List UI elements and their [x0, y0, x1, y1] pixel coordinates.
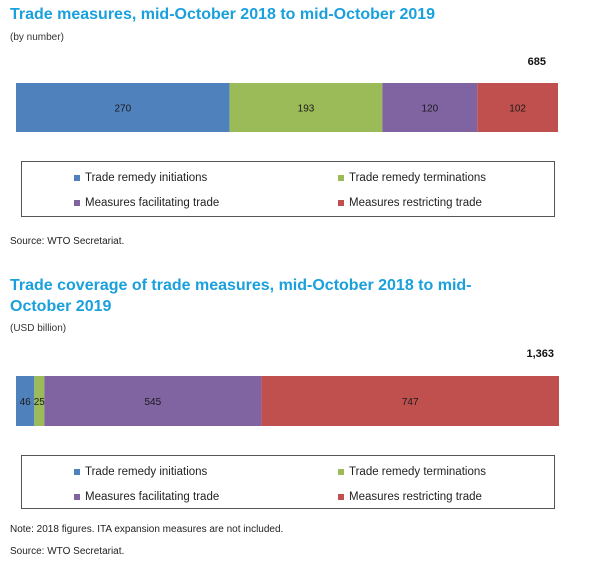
chart2-legend: Trade remedy initiations Trade remedy ter… [21, 455, 555, 509]
chart1-legend-label-1: Trade remedy initiations [85, 172, 208, 184]
chart1-legend-item-1: Trade remedy initiations [74, 172, 207, 184]
chart2-bar: 46 25 545 747 [16, 376, 559, 426]
chart2-total: 1,363 [526, 348, 554, 360]
chart1-legend-label-4: Measures restricting trade [349, 197, 482, 209]
chart1-legend-label-2: Trade remedy terminations [349, 172, 486, 184]
chart2-legend-swatch-3 [74, 494, 80, 500]
chart2-data-label-2: 25 [34, 397, 46, 408]
chart2-legend-label-2: Trade remedy terminations [349, 466, 486, 478]
chart2-title: Trade coverage of trade measures, mid-Oc… [10, 275, 472, 317]
chart2-data-label-3: 545 [145, 397, 162, 408]
chart1-segment-1 [16, 83, 230, 132]
chart2-legend-swatch-1 [74, 469, 80, 475]
chart2-legend-swatch-4 [338, 494, 344, 500]
chart1-segment-3 [382, 83, 478, 132]
chart2-note: Note: 2018 figures. ITA expansion measur… [10, 524, 284, 535]
chart1-legend-swatch-4 [338, 200, 344, 206]
chart1-legend-swatch-2 [338, 175, 344, 181]
chart1-subtitle: (by number) [10, 32, 64, 43]
chart1-source: Source: WTO Secretariat. [10, 236, 125, 247]
chart1-legend: Trade remedy initiations Trade remedy ter… [21, 161, 555, 217]
chart1-legend-swatch-3 [74, 200, 80, 206]
chart2-segment-3 [44, 376, 262, 426]
chart2-legend-label-4: Measures restricting trade [349, 491, 482, 503]
chart2-title-line2: October 2019 [10, 298, 112, 315]
chart1-total: 685 [527, 56, 546, 68]
chart2-legend-label-3: Measures facilitating trade [85, 491, 220, 503]
chart1-legend-item-4: Measures restricting trade [338, 197, 482, 209]
chart1-data-label-3: 120 [421, 104, 438, 115]
chart1-legend-item-2: Trade remedy terminations [338, 172, 486, 184]
chart2-data-label-1: 46 [20, 397, 32, 408]
chart2-legend-swatch-2 [338, 469, 344, 475]
chart1-segment-2 [229, 83, 383, 132]
chart1-bar: 270 193 120 102 [16, 83, 558, 132]
chart1-legend-label-3: Measures facilitating trade [85, 197, 220, 209]
chart1-legend-swatch-1 [74, 175, 80, 181]
chart2-segment-1 [16, 376, 35, 426]
chart1-segment-4 [477, 83, 558, 132]
chart2-source: Source: WTO Secretariat. [10, 546, 125, 557]
chart2-title-line1: Trade coverage of trade measures, mid-Oc… [10, 277, 472, 294]
chart2-legend-item-1: Trade remedy initiations [74, 466, 207, 478]
chart2-segment-2 [34, 376, 45, 426]
chart1-title: Trade measures, mid-October 2018 to mid-… [10, 6, 436, 23]
chart2-data-label-4: 747 [402, 397, 419, 408]
chart1-legend-item-3: Measures facilitating trade [74, 197, 219, 209]
chart2-legend-item-2: Trade remedy terminations [338, 466, 486, 478]
chart2-legend-item-4: Measures restricting trade [338, 491, 482, 503]
chart1-data-label-2: 193 [298, 104, 315, 115]
chart2-segment-4 [261, 376, 559, 426]
chart2-legend-label-1: Trade remedy initiations [85, 466, 208, 478]
chart1-data-label-4: 102 [509, 104, 526, 115]
chart1-data-label-1: 270 [114, 104, 131, 115]
chart2-subtitle: (USD billion) [10, 323, 67, 334]
chart2-legend-item-3: Measures facilitating trade [74, 491, 219, 503]
